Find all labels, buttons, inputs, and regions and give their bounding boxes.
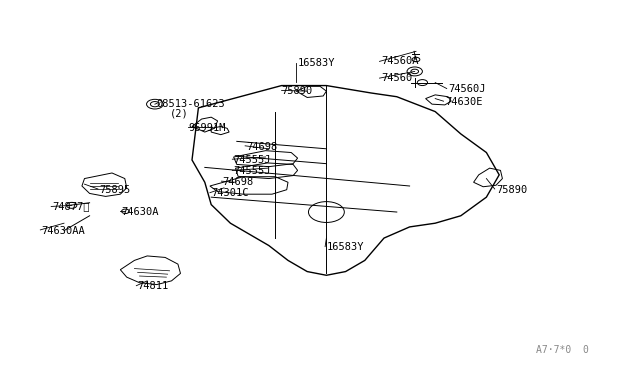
Text: 75890: 75890 [496, 185, 527, 195]
Text: 74560A: 74560A [381, 57, 419, 66]
Text: 74555J: 74555J [234, 155, 271, 165]
Text: 74630AA: 74630AA [42, 226, 85, 235]
Text: 75895: 75895 [99, 185, 131, 195]
Text: (2): (2) [170, 109, 188, 118]
Text: 75890: 75890 [282, 86, 313, 96]
Text: 74877Ⅱ: 74877Ⅱ [52, 202, 90, 211]
Text: 16583Y: 16583Y [298, 58, 335, 68]
Text: 74698: 74698 [223, 177, 254, 187]
Text: 74630E: 74630E [445, 97, 483, 107]
Text: 16583Y: 16583Y [326, 243, 364, 252]
Text: 74630A: 74630A [122, 207, 159, 217]
Text: 96991M: 96991M [189, 124, 227, 133]
Text: 74560: 74560 [381, 73, 412, 83]
Text: 74698: 74698 [246, 142, 278, 152]
Text: A7·7*0  0: A7·7*0 0 [536, 345, 589, 355]
Text: 74560J: 74560J [448, 84, 486, 94]
Text: 74811: 74811 [138, 282, 169, 291]
Text: 08513-61623: 08513-61623 [157, 99, 225, 109]
Text: 74555J: 74555J [234, 166, 271, 176]
Text: 74301C: 74301C [211, 189, 249, 198]
